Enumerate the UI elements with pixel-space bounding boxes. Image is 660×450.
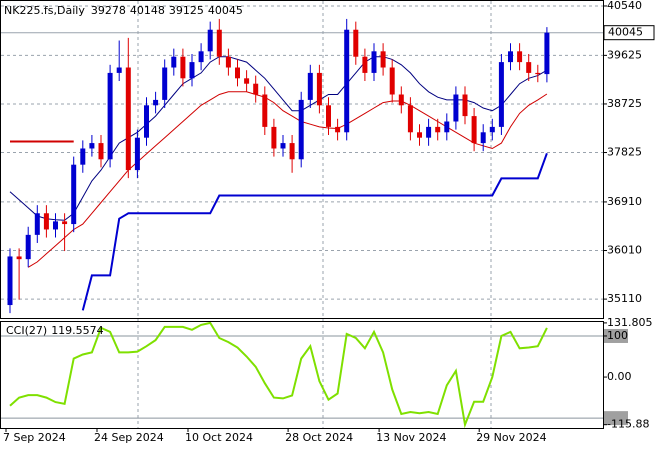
y-tick-label: 36010 — [607, 244, 642, 257]
plot: 40540 39625 38725 37825 36910 36010 35110 40045… — [1, 0, 655, 444]
candle-body — [316, 72, 322, 106]
last-close: 40045 — [208, 4, 243, 17]
candle-body — [125, 67, 131, 171]
x-tick-label: 28 Oct 2024 — [285, 431, 353, 444]
y-tick-label: 131.805 — [607, 316, 653, 329]
candle-body — [335, 126, 341, 133]
y-tick-label: 36910 — [607, 195, 642, 208]
candle-body — [517, 51, 523, 63]
chart-title: NK225.fs,Daily 39278 40148 39125 40045 — [4, 4, 243, 17]
candle-body — [271, 126, 277, 149]
y-tick-label: 100 — [607, 329, 628, 342]
candle-body — [207, 29, 213, 52]
candle-body — [307, 72, 313, 100]
y-tick-label: 40540 — [607, 0, 642, 12]
candle-body — [526, 62, 532, 73]
y-tick-label: 37825 — [607, 146, 642, 159]
candle-body — [89, 143, 95, 149]
candle-body — [380, 51, 386, 68]
candle-body — [462, 94, 468, 117]
candle-body — [326, 105, 331, 127]
candle-body — [71, 164, 77, 225]
candle-body — [407, 105, 413, 133]
stop-line — [81, 152, 548, 311]
candle-body — [34, 213, 40, 235]
candle-body — [471, 116, 477, 144]
y-tick-label: 0.00 — [607, 370, 632, 383]
candle-body — [298, 99, 304, 160]
candle-body — [216, 29, 222, 57]
candle-body — [389, 67, 395, 95]
candle-body — [80, 148, 86, 165]
candle-body — [98, 143, 104, 160]
indicator-frame — [0, 321, 604, 429]
last-high: 40148 — [130, 4, 165, 17]
candle-body — [144, 105, 149, 138]
x-tick-label: 10 Oct 2024 — [185, 431, 253, 444]
candle-body — [244, 78, 250, 84]
candle-body — [480, 132, 486, 144]
candle-body — [371, 51, 377, 73]
moving-average — [27, 91, 548, 268]
candle-body — [426, 126, 432, 138]
level-box — [604, 328, 628, 343]
candle-body — [444, 121, 450, 133]
candle-body — [180, 56, 186, 79]
candle-body — [344, 29, 350, 133]
candle-body — [25, 234, 31, 260]
candle-body — [189, 62, 195, 79]
candle-body — [171, 56, 177, 68]
candle-body — [116, 67, 122, 73]
indicator-last: 119.5574 — [51, 324, 104, 337]
indicator-name: CCI(27) — [6, 324, 47, 337]
candle-body — [353, 29, 359, 57]
x-tick-label: 29 Nov 2024 — [476, 431, 546, 444]
grid — [137, 1, 492, 428]
candle-body — [535, 72, 541, 75]
y-tick-label: 38725 — [607, 97, 642, 110]
y-tick-label: 39625 — [607, 48, 642, 61]
candle-body — [498, 62, 504, 127]
candle-body — [417, 132, 422, 138]
candle-body — [153, 99, 159, 106]
candle-body — [544, 32, 550, 75]
x-tick-label: 24 Sep 2024 — [94, 431, 164, 444]
last-low: 39125 — [169, 4, 204, 17]
candle-body — [62, 221, 68, 225]
candle-body — [235, 67, 240, 79]
price-frame — [0, 0, 604, 319]
y-tick-label: 35110 — [607, 292, 642, 305]
candle-body — [225, 56, 231, 68]
x-tick-label: 7 Sep 2024 — [3, 431, 66, 444]
candle-body — [362, 56, 368, 73]
candle-body — [198, 51, 204, 63]
candle-body — [162, 67, 168, 100]
candle-body — [398, 94, 404, 106]
candle-body — [435, 126, 441, 133]
candle-body — [489, 126, 495, 133]
candle-body — [107, 72, 113, 160]
level-box — [604, 411, 628, 426]
indicator-title: CCI(27) 119.5574 — [6, 324, 104, 337]
candle-body — [134, 137, 140, 171]
candle-body — [7, 256, 13, 306]
y-tick-label: -115.88 — [607, 418, 649, 431]
cci-line — [9, 321, 548, 429]
candle-body — [508, 51, 513, 63]
candle-body — [262, 94, 268, 127]
symbol: NK225.fs,Daily — [4, 4, 85, 17]
last-open: 39278 — [91, 4, 126, 17]
candle-body — [453, 94, 459, 122]
last-price-label: 40045 — [608, 26, 643, 39]
candle-body — [53, 221, 58, 230]
candle-body — [16, 256, 22, 260]
candle-body — [289, 143, 295, 160]
candle-body — [253, 83, 259, 95]
x-tick-label: 13 Nov 2024 — [376, 431, 446, 444]
candle-body — [280, 143, 286, 149]
candle-body — [43, 213, 49, 230]
